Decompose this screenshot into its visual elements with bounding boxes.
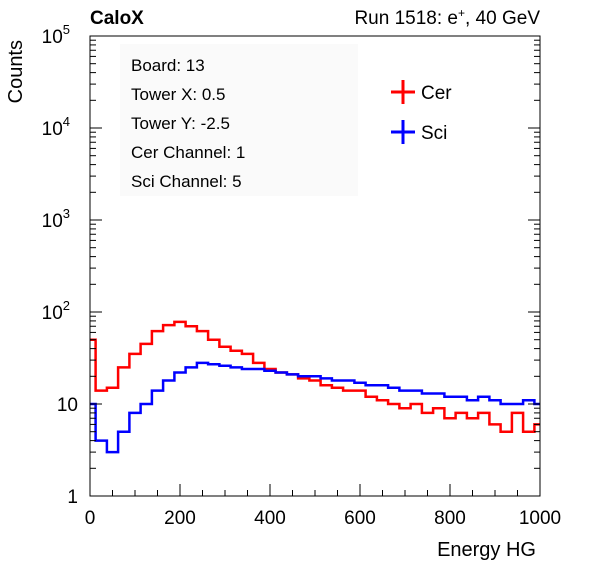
legend-label-cer: Cer xyxy=(421,83,452,104)
y-tick-label: 1 xyxy=(67,487,78,508)
y-tick-label: 102 xyxy=(42,298,70,324)
y-tick-label: 105 xyxy=(42,22,70,48)
y-axis-title: Counts xyxy=(5,40,27,103)
x-tick-label: 1000 xyxy=(519,508,561,529)
info-tower-x: Tower X: 0.5 xyxy=(131,85,226,104)
series-layer xyxy=(90,320,540,454)
legend-label-sci: Sci xyxy=(421,123,447,144)
x-tick-label: 0 xyxy=(85,508,96,529)
x-tick-label: 400 xyxy=(254,508,286,529)
y-tick-label: 103 xyxy=(42,206,70,232)
x-tick-label: 600 xyxy=(344,508,376,529)
info-tower-y: Tower Y: -2.5 xyxy=(131,114,230,133)
x-tick-label: 200 xyxy=(164,508,196,529)
series-cer-line xyxy=(90,320,540,433)
y-tick-label: 10 xyxy=(57,395,78,416)
axes-layer: 0 200 400 600 800 1000 1 10 102 103 104 105 xyxy=(42,22,562,529)
run-label: Run 1518: e+, 40 GeV xyxy=(354,6,540,29)
info-board: Board: 13 xyxy=(131,56,205,75)
info-box xyxy=(120,44,358,196)
x-axis-title: Energy HG xyxy=(437,539,536,561)
x-tick-label: 800 xyxy=(434,508,466,529)
experiment-label: CaloX xyxy=(90,8,144,29)
y-tick-label: 104 xyxy=(42,114,70,140)
info-sci-channel: Sci Channel: 5 xyxy=(131,172,242,191)
series-sci-line xyxy=(90,361,540,454)
info-box-lines: Board: 13 Tower X: 0.5 Tower Y: -2.5 Cer… xyxy=(131,56,245,191)
info-cer-channel: Cer Channel: 1 xyxy=(131,143,245,162)
legend: Cer Sci xyxy=(391,80,452,144)
